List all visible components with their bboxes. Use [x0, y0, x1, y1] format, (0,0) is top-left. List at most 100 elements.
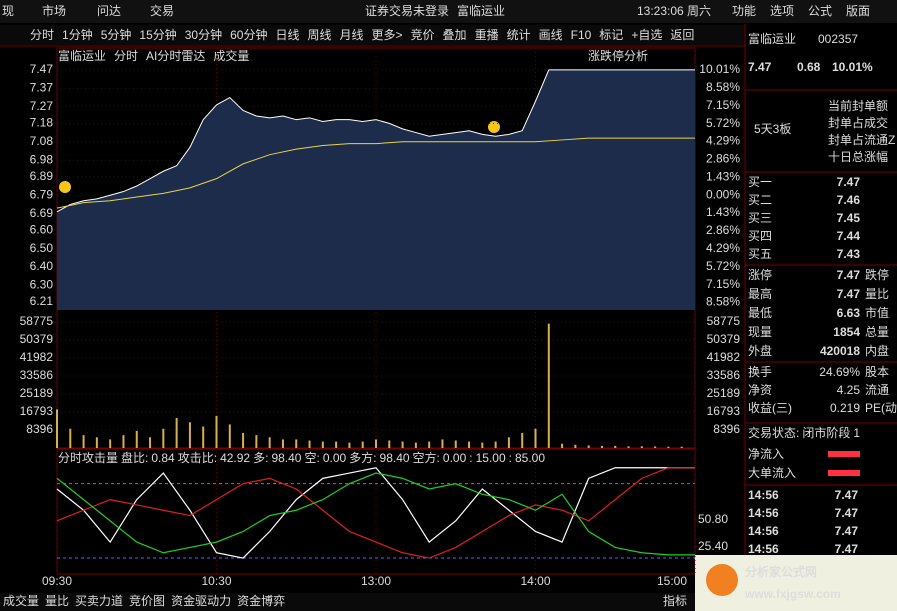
flow-label: 净流入: [748, 447, 784, 461]
y2-tick-label: 1.43%: [706, 205, 740, 219]
indicator-header: 0.00: [443, 451, 467, 465]
tab[interactable]: 更多>: [372, 28, 403, 42]
volume-bar: [242, 432, 245, 448]
volume-bar: [188, 422, 191, 448]
tab[interactable]: 30分钟: [185, 27, 222, 42]
bottom-tab[interactable]: 买卖力道: [75, 594, 123, 608]
bottom-tab[interactable]: 量比: [45, 594, 69, 608]
volume-bar: [680, 446, 683, 448]
volume-bar: [335, 441, 338, 448]
tab[interactable]: 统计: [507, 28, 531, 42]
volume-bar: [135, 430, 138, 448]
y-tick-label: 6.21: [30, 294, 54, 308]
volume-bar: [627, 446, 630, 448]
price-line: [56, 69, 695, 213]
stat-label: 现量: [748, 325, 772, 339]
stat-value: 0.219: [830, 401, 860, 415]
tab[interactable]: 60分钟: [230, 27, 267, 42]
volume-bar: [295, 439, 298, 448]
trade-status: 闭市阶段: [802, 425, 850, 440]
tab[interactable]: F10: [571, 28, 592, 42]
stock-name: 富临运业: [748, 31, 796, 46]
indicator-header: 攻击比:: [178, 451, 217, 465]
volume-bar: [162, 428, 165, 448]
menu-item[interactable]: 版面: [846, 4, 870, 18]
y-tick-label: 6.69: [30, 206, 54, 220]
y2-tick-label: 0.00%: [706, 187, 740, 201]
tab[interactable]: 周线: [307, 28, 331, 42]
menu-item[interactable]: 选项: [770, 4, 794, 18]
volume-bar: [481, 442, 484, 448]
y2-tick-label: 7.15%: [706, 98, 740, 112]
menu-item[interactable]: 市场: [42, 3, 66, 18]
indicator-header: 空:: [304, 451, 319, 465]
tab[interactable]: 月线: [340, 28, 364, 42]
x-tick-label: 10:30: [201, 574, 231, 588]
indicator-tick-label: 25.40: [698, 539, 728, 553]
clock: 13:23:06 周六: [637, 4, 711, 18]
menu-item[interactable]: 功能: [732, 4, 756, 18]
y2-tick-label: 7.15%: [706, 277, 740, 291]
menu-item[interactable]: 问达: [97, 4, 121, 18]
indicator-button[interactable]: 指标: [663, 593, 687, 608]
y2-tick-label: 8.58%: [706, 295, 740, 309]
logo-icon: [706, 564, 738, 596]
smiley-icon: [488, 121, 500, 133]
menu-item[interactable]: 现: [2, 4, 14, 18]
average-line: [56, 137, 695, 209]
stat-label: 最高: [748, 286, 772, 301]
y2-tick-label: 5.72%: [706, 259, 740, 273]
tab[interactable]: 重播: [475, 28, 499, 42]
tab[interactable]: 15分钟: [139, 27, 176, 42]
stat-value: 1854: [833, 325, 860, 339]
book-price: 7.44: [837, 229, 861, 243]
limit-analysis[interactable]: 涨跌停分析: [588, 48, 648, 63]
tab[interactable]: 标记: [599, 28, 623, 42]
tab[interactable]: 分时: [30, 28, 54, 42]
volume-bar: [215, 415, 218, 448]
seal-label: 封单占成交: [828, 115, 888, 130]
book-price: 7.43: [837, 247, 861, 261]
tab[interactable]: 日线: [275, 28, 299, 42]
stat-value: 7.47: [837, 268, 861, 282]
bottom-tab[interactable]: 成交量: [3, 593, 39, 608]
y2-tick-label: 5.72%: [706, 116, 740, 130]
book-label: 买五: [748, 247, 772, 261]
volume-tick-label: 50379: [20, 332, 54, 346]
stat-value: 4.25: [837, 383, 861, 397]
tab[interactable]: 5分钟: [101, 27, 132, 42]
indicator-header: :: [509, 451, 512, 465]
volume-bar: [414, 442, 417, 448]
tab[interactable]: 竞价: [411, 28, 435, 42]
y2-tick-label: 8.58%: [706, 80, 740, 94]
volume-tick-label: 16793: [20, 404, 54, 418]
menu-item[interactable]: 交易: [150, 3, 174, 18]
tab[interactable]: 画线: [539, 28, 563, 42]
bottom-tab[interactable]: 资金博弈: [237, 593, 285, 608]
volume-tick-label: 58775: [20, 314, 54, 328]
seal-label: 封单占流通Z: [828, 132, 895, 147]
tab[interactable]: +自选: [631, 28, 662, 42]
volume-bar: [428, 441, 431, 448]
flow-bar: [828, 451, 860, 457]
y-tick-label: 7.37: [30, 81, 54, 95]
volume-bar: [600, 445, 603, 448]
price-change: 0.68: [797, 60, 821, 74]
volume-bar: [281, 439, 284, 448]
volume-bar: [69, 428, 72, 448]
volume-bar: [56, 409, 58, 448]
bottom-tab[interactable]: 资金驱动力: [171, 593, 231, 608]
tab[interactable]: 叠加: [443, 28, 467, 42]
volume-bar: [228, 424, 231, 448]
tab-bar: [0, 25, 745, 45]
trade-status: 1: [853, 426, 860, 440]
tab[interactable]: 1分钟: [62, 27, 93, 42]
trade-time: 14:56: [748, 488, 779, 502]
logo-url: www.fxjgsw.com: [744, 587, 841, 601]
trade-time: 14:56: [748, 506, 779, 520]
tab[interactable]: 返回: [670, 28, 694, 42]
bottom-tab[interactable]: 竞价图: [129, 594, 165, 608]
menu-item[interactable]: 公式: [808, 4, 832, 18]
volume-bar: [534, 428, 537, 448]
